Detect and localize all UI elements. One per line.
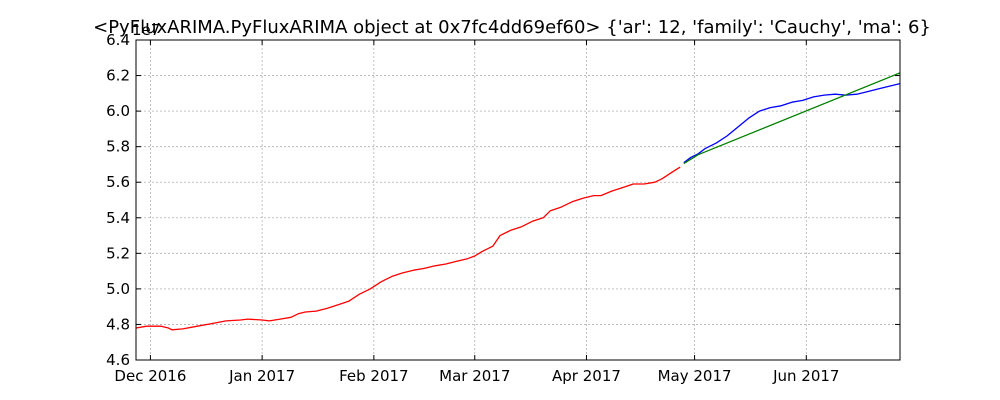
y-tick-label: 4.8 <box>106 315 130 333</box>
x-tick-label: Dec 2016 <box>114 367 186 385</box>
y-tick-label: 6.2 <box>106 67 130 85</box>
trend-line <box>683 72 901 165</box>
y-tick-label: 5.4 <box>106 209 130 227</box>
x-tick-label: Jan 2017 <box>228 367 295 385</box>
y-tick-label: 5.2 <box>106 244 130 262</box>
y-tick-labels: 4.6 4.8 5.0 5.2 5.4 5.6 5.8 6.0 6.2 6.4 <box>106 31 130 369</box>
y-tick-label: 5.0 <box>106 280 130 298</box>
x-tick-label: Mar 2017 <box>439 367 510 385</box>
chart-title: <PyFluxARIMA.PyFluxARIMA object at 0x7fc… <box>93 17 931 38</box>
x-tick-label: Jun 2017 <box>772 367 839 385</box>
x-tick-label: Apr 2017 <box>552 367 621 385</box>
history-line <box>135 166 681 331</box>
ticks <box>136 39 900 361</box>
x-tick-labels: Dec 2016 Jan 2017 Feb 2017 Mar 2017 Apr 2017… <box>114 367 839 385</box>
y-offset-label: 1e7 <box>132 21 160 39</box>
y-tick-label: 6.0 <box>106 102 130 120</box>
y-tick-label: 5.6 <box>106 173 130 191</box>
plot-frame <box>135 39 901 361</box>
series-group <box>135 72 901 331</box>
x-tick-label: Feb 2017 <box>339 367 409 385</box>
y-tick-label: 6.4 <box>106 31 130 49</box>
y-tick-label: 4.6 <box>106 351 130 369</box>
forecast-line <box>683 82 901 164</box>
x-tick-label: May 2017 <box>658 367 732 385</box>
y-tick-label: 5.8 <box>106 138 130 156</box>
